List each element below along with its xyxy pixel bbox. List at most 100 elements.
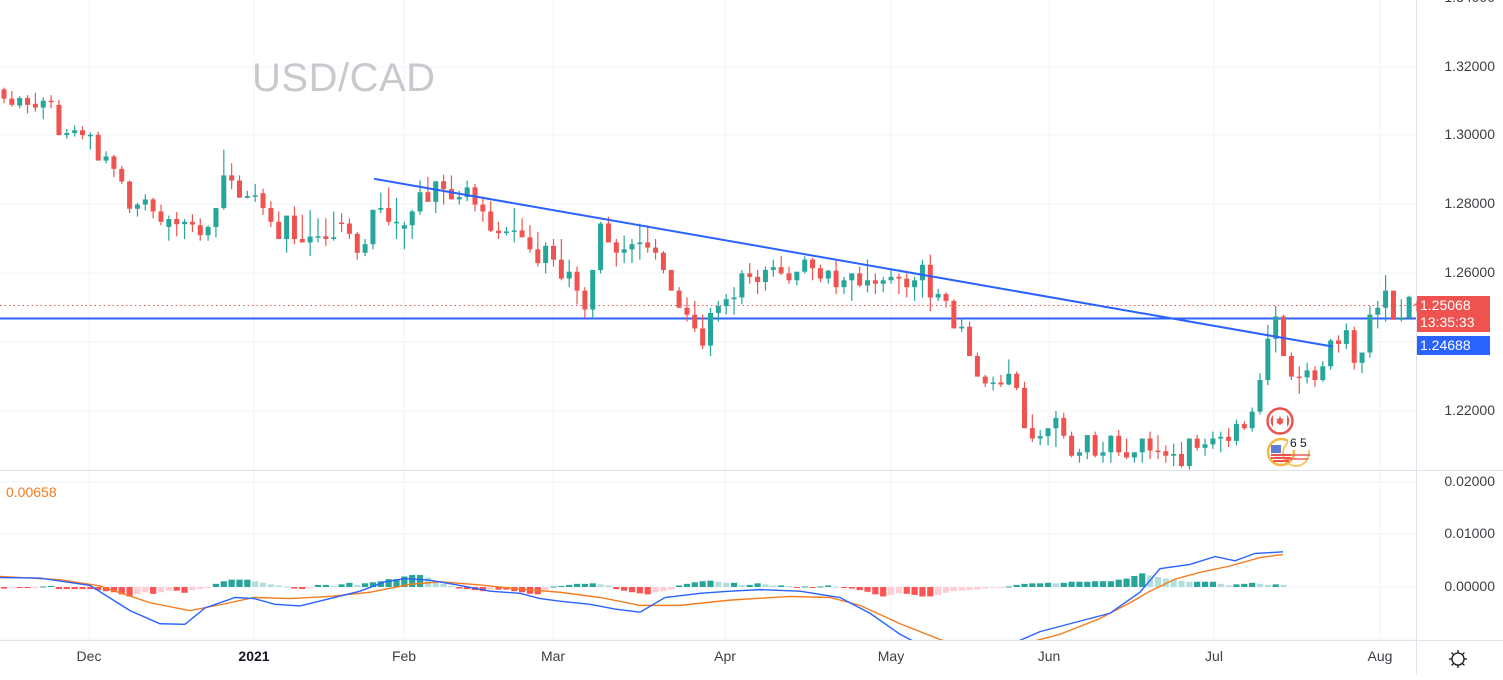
candle-body [260,193,266,209]
macd-histogram-bar [746,584,753,587]
candle-body [621,249,627,253]
macd-histogram-bar [1139,573,1146,587]
macd-histogram-bar [1084,581,1091,587]
macd-histogram-bar [1201,581,1209,587]
candle-body [912,280,918,288]
macd-histogram-bar [456,587,463,589]
candle-body [315,236,321,238]
candle-body [1014,373,1020,388]
macd-histogram-bar [1178,580,1185,587]
candle-body [998,382,1004,385]
candle-body [684,307,690,315]
macd-histogram-bar [1021,583,1028,587]
horizontal-level-tag: 1.24688 [1417,336,1490,355]
candle-body [708,312,713,346]
candle-body [637,242,643,245]
macd-histogram-bar [275,585,282,587]
candle-body [598,223,604,270]
macd-histogram-bar [958,587,965,591]
macd-histogram-bar [134,587,141,595]
macd-histogram-bar [927,587,934,597]
candle-body [1406,296,1412,318]
time-axis-label: Dec [76,648,102,664]
candle-body [346,223,352,234]
candle-body [433,181,439,202]
macd-histogram-bar [589,583,596,587]
macd-histogram-bar [362,583,369,587]
candle-body [1171,454,1177,456]
candle-body [1131,452,1137,458]
candle-body [1100,452,1106,456]
candle-body [323,236,329,239]
macd-histogram-bar [346,582,353,587]
candle-body [700,328,706,346]
gear-icon[interactable] [1447,648,1469,670]
macd-histogram-bar [212,583,220,587]
candle-body [1273,316,1279,339]
candle-body [166,219,172,227]
candle-body [849,273,855,281]
candle-body [48,100,54,103]
us-flag-event-icon[interactable]: 6 5 [1266,436,1318,467]
candle-body [676,290,682,308]
candle-body [197,225,203,236]
macd-histogram-bar [1092,581,1099,587]
macd-histogram-bar [118,587,125,595]
candle-body [825,270,831,279]
macd-histogram-bar [950,587,957,592]
macd-axis-label: 0.02000 [1444,473,1495,489]
candle-body [72,130,78,134]
macd-histogram-bar [644,587,651,595]
canada-flag-event-icon[interactable] [1266,407,1294,435]
candle-body [331,237,337,239]
macd-histogram-bar [895,587,902,594]
macd-histogram-bar [291,587,298,589]
candle-body [284,215,290,239]
candle-body [1288,355,1294,377]
candle-body [339,222,345,224]
time-axis-label: Jun [1037,648,1061,664]
candle-body [841,280,847,288]
candle-body [32,103,38,108]
candle-body [1351,330,1357,363]
candle-body [17,97,23,106]
macd-histogram-bar [63,587,70,590]
candle-body [904,278,910,288]
macd-histogram-bar [173,587,180,591]
candle-body [1328,340,1334,367]
candle-body [1108,435,1114,453]
candle-body [80,130,85,136]
candle-body [1359,352,1365,363]
candle-body [668,269,674,291]
macd-histogram-bar [189,587,196,591]
macd-histogram-bar [1154,577,1162,587]
macd-histogram-bar [683,583,691,587]
candle-body [252,195,258,197]
macd-histogram-bar [259,582,267,587]
candle-body [802,259,808,272]
candle-body [527,237,533,250]
macd-histogram-bar [887,587,895,595]
macd-histogram-bar [1060,582,1067,587]
macd-histogram-bar [79,587,86,590]
macd-histogram-bar [55,587,63,590]
macd-histogram-bar [1170,579,1177,587]
macd-histogram-bar [157,587,165,593]
candle-body [872,280,878,284]
candle-body [1069,435,1075,456]
macd-histogram-bar [1280,584,1287,587]
time-axis-label: Feb [391,648,417,664]
macd-histogram-bar [102,587,110,592]
macd-histogram-bar [393,579,400,587]
macd-histogram-bar [1217,583,1224,587]
candle-body [95,134,101,161]
macd-histogram-bar [613,587,620,590]
macd-histogram-bar [628,587,636,593]
macd-histogram-bar [401,576,408,587]
horizontal-level-value: 1.24688 [1420,337,1471,353]
event-count-label: 6 5 [1288,436,1309,450]
candle-body [441,181,447,190]
candle-body [1092,435,1098,456]
